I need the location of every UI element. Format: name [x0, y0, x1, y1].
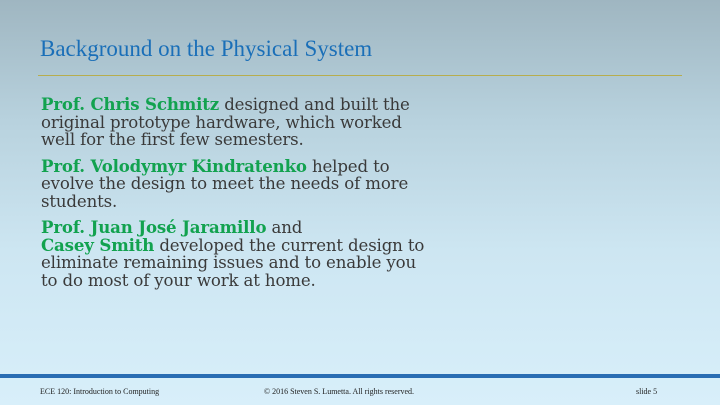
line-text: and: [266, 218, 303, 237]
title-divider: [38, 75, 682, 76]
footer-slide-number: slide 5: [636, 387, 658, 396]
person-name: Casey Smith: [41, 234, 155, 255]
paragraph-line: eliminate remaining issues and to enable…: [41, 253, 417, 272]
paragraph: Prof. Chris Schmitz designed and built t…: [41, 94, 521, 149]
person-name: Prof. Volodymyr Kindratenko: [41, 155, 307, 176]
paragraph: Prof. Juan José Jaramillo and Casey Smit…: [41, 217, 521, 290]
footer-bar: [0, 374, 720, 378]
line-text: helped to: [306, 156, 390, 176]
paragraph-line: Prof. Chris Schmitz designed and built t…: [41, 94, 521, 114]
person-name: Prof. Juan José Jaramillo: [41, 217, 267, 237]
paragraph-line: Prof. Juan José Jaramillo and: [41, 217, 521, 237]
person-name: Prof. Chris Schmitz: [41, 94, 220, 114]
slide-body: Prof. Chris Schmitz designed and built t…: [41, 94, 521, 298]
paragraph-line: to do most of your work at home.: [41, 270, 316, 290]
paragraph-line: evolve the design to meet the needs of m…: [41, 174, 409, 193]
paragraph-line: Prof. Volodymyr Kindratenko helped to: [41, 155, 521, 176]
footer-copyright: © 2016 Steven S. Lumetta. All rights res…: [264, 387, 415, 396]
footer-course: ECE 120: Introduction to Computing: [40, 387, 160, 396]
paragraph-line: well for the first few semesters.: [41, 130, 304, 149]
paragraph-line: original prototype hardware, which worke…: [41, 112, 402, 132]
paragraph-line: Casey Smith developed the current design…: [41, 234, 521, 255]
line-text: developed the current design to: [154, 235, 425, 255]
slide-title: Background on the Physical System: [40, 36, 373, 61]
paragraph: Prof. Volodymyr Kindratenko helped to ev…: [41, 155, 521, 211]
line-text: designed and built the: [219, 95, 410, 114]
paragraph-line: students.: [41, 191, 118, 211]
